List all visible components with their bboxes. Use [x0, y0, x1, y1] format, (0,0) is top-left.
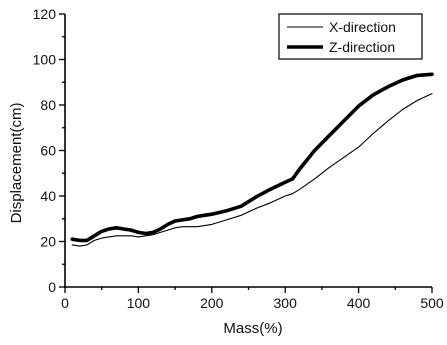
- y-tick-label: 40: [40, 188, 56, 204]
- y-tick-label: 80: [40, 97, 56, 113]
- x-tick-label: 500: [420, 295, 444, 311]
- x-tick-label: 200: [200, 295, 224, 311]
- x-axis-title: Mass(%): [223, 320, 282, 337]
- legend-label-z-direction: Z-direction: [329, 39, 395, 55]
- y-tick-label: 100: [33, 52, 57, 68]
- x-tick-label: 300: [274, 295, 298, 311]
- y-tick-label: 20: [40, 234, 56, 250]
- x-tick-label: 100: [127, 295, 151, 311]
- legend: X-direction Z-direction: [278, 13, 423, 60]
- x-tick-label: 0: [61, 295, 69, 311]
- legend-box: [278, 13, 423, 60]
- y-axis-title: Displacement(cm): [8, 103, 25, 224]
- x-tick-label: 400: [347, 295, 371, 311]
- plot-area: 0 20 40 60 80 100 120 0 100 200 300 400 500: [33, 6, 444, 311]
- series-line-z-direction: [70, 72, 434, 243]
- y-tick-label: 120: [33, 6, 57, 22]
- series-layer: [70, 72, 434, 247]
- legend-label-x-direction: X-direction: [329, 19, 396, 35]
- series-line-x-direction: [71, 93, 433, 247]
- y-tick-label: 60: [40, 143, 56, 159]
- y-tick-label: 0: [48, 279, 56, 295]
